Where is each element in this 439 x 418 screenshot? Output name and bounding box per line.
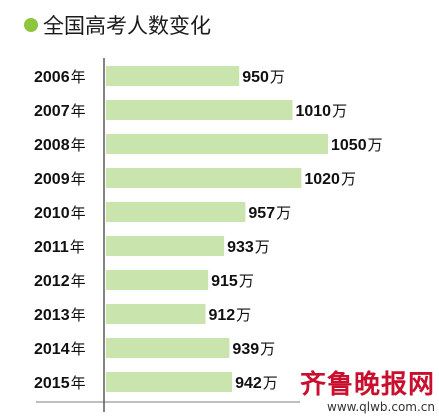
chart-title: 全国高考人数变化 — [43, 15, 211, 38]
bar-2008 — [106, 134, 328, 154]
category-label-2008: 2008年 — [34, 136, 86, 154]
watermark-logo: 齐鲁晚报网 — [299, 370, 435, 400]
bar-2015 — [106, 372, 233, 392]
title-bullet-icon — [24, 18, 38, 32]
value-label-2015: 942万 — [235, 374, 278, 392]
category-label-2009: 2009年 — [34, 170, 86, 188]
chart-title-group: 全国高考人数变化 — [24, 10, 211, 40]
category-label-2014: 2014年 — [34, 340, 86, 358]
value-label-2011: 933万 — [227, 238, 270, 256]
bar-2007 — [106, 100, 293, 120]
category-label-2007: 2007年 — [34, 102, 86, 120]
category-label-2006: 2006年 — [34, 68, 86, 86]
value-label-2009: 1020万 — [304, 170, 356, 188]
value-label-2006: 950万 — [242, 68, 285, 86]
watermark-url: www.qlwb.com.cn — [327, 400, 435, 414]
bar-2012 — [106, 270, 209, 290]
bar-2006 — [106, 66, 240, 86]
value-label-2010: 957万 — [248, 204, 291, 222]
value-label-2007: 1010万 — [295, 102, 347, 120]
category-label-2010: 2010年 — [34, 204, 86, 222]
category-label-2011: 2011年 — [34, 238, 85, 256]
category-label-2015: 2015年 — [34, 374, 86, 392]
bar-2010 — [106, 202, 246, 222]
value-label-2013: 912万 — [208, 306, 251, 324]
bar-2011 — [106, 236, 225, 256]
value-label-2012: 915万 — [211, 272, 254, 290]
value-label-2008: 1050万 — [331, 136, 383, 154]
watermark: 齐鲁晚报网 www.qlwb.com.cn — [300, 370, 435, 414]
category-label-2012: 2012年 — [34, 272, 86, 290]
bar-2013 — [106, 304, 206, 324]
bar-2009 — [106, 168, 302, 188]
value-label-2014: 939万 — [232, 340, 275, 358]
bar-2014 — [106, 338, 230, 358]
category-label-2013: 2013年 — [34, 306, 86, 324]
